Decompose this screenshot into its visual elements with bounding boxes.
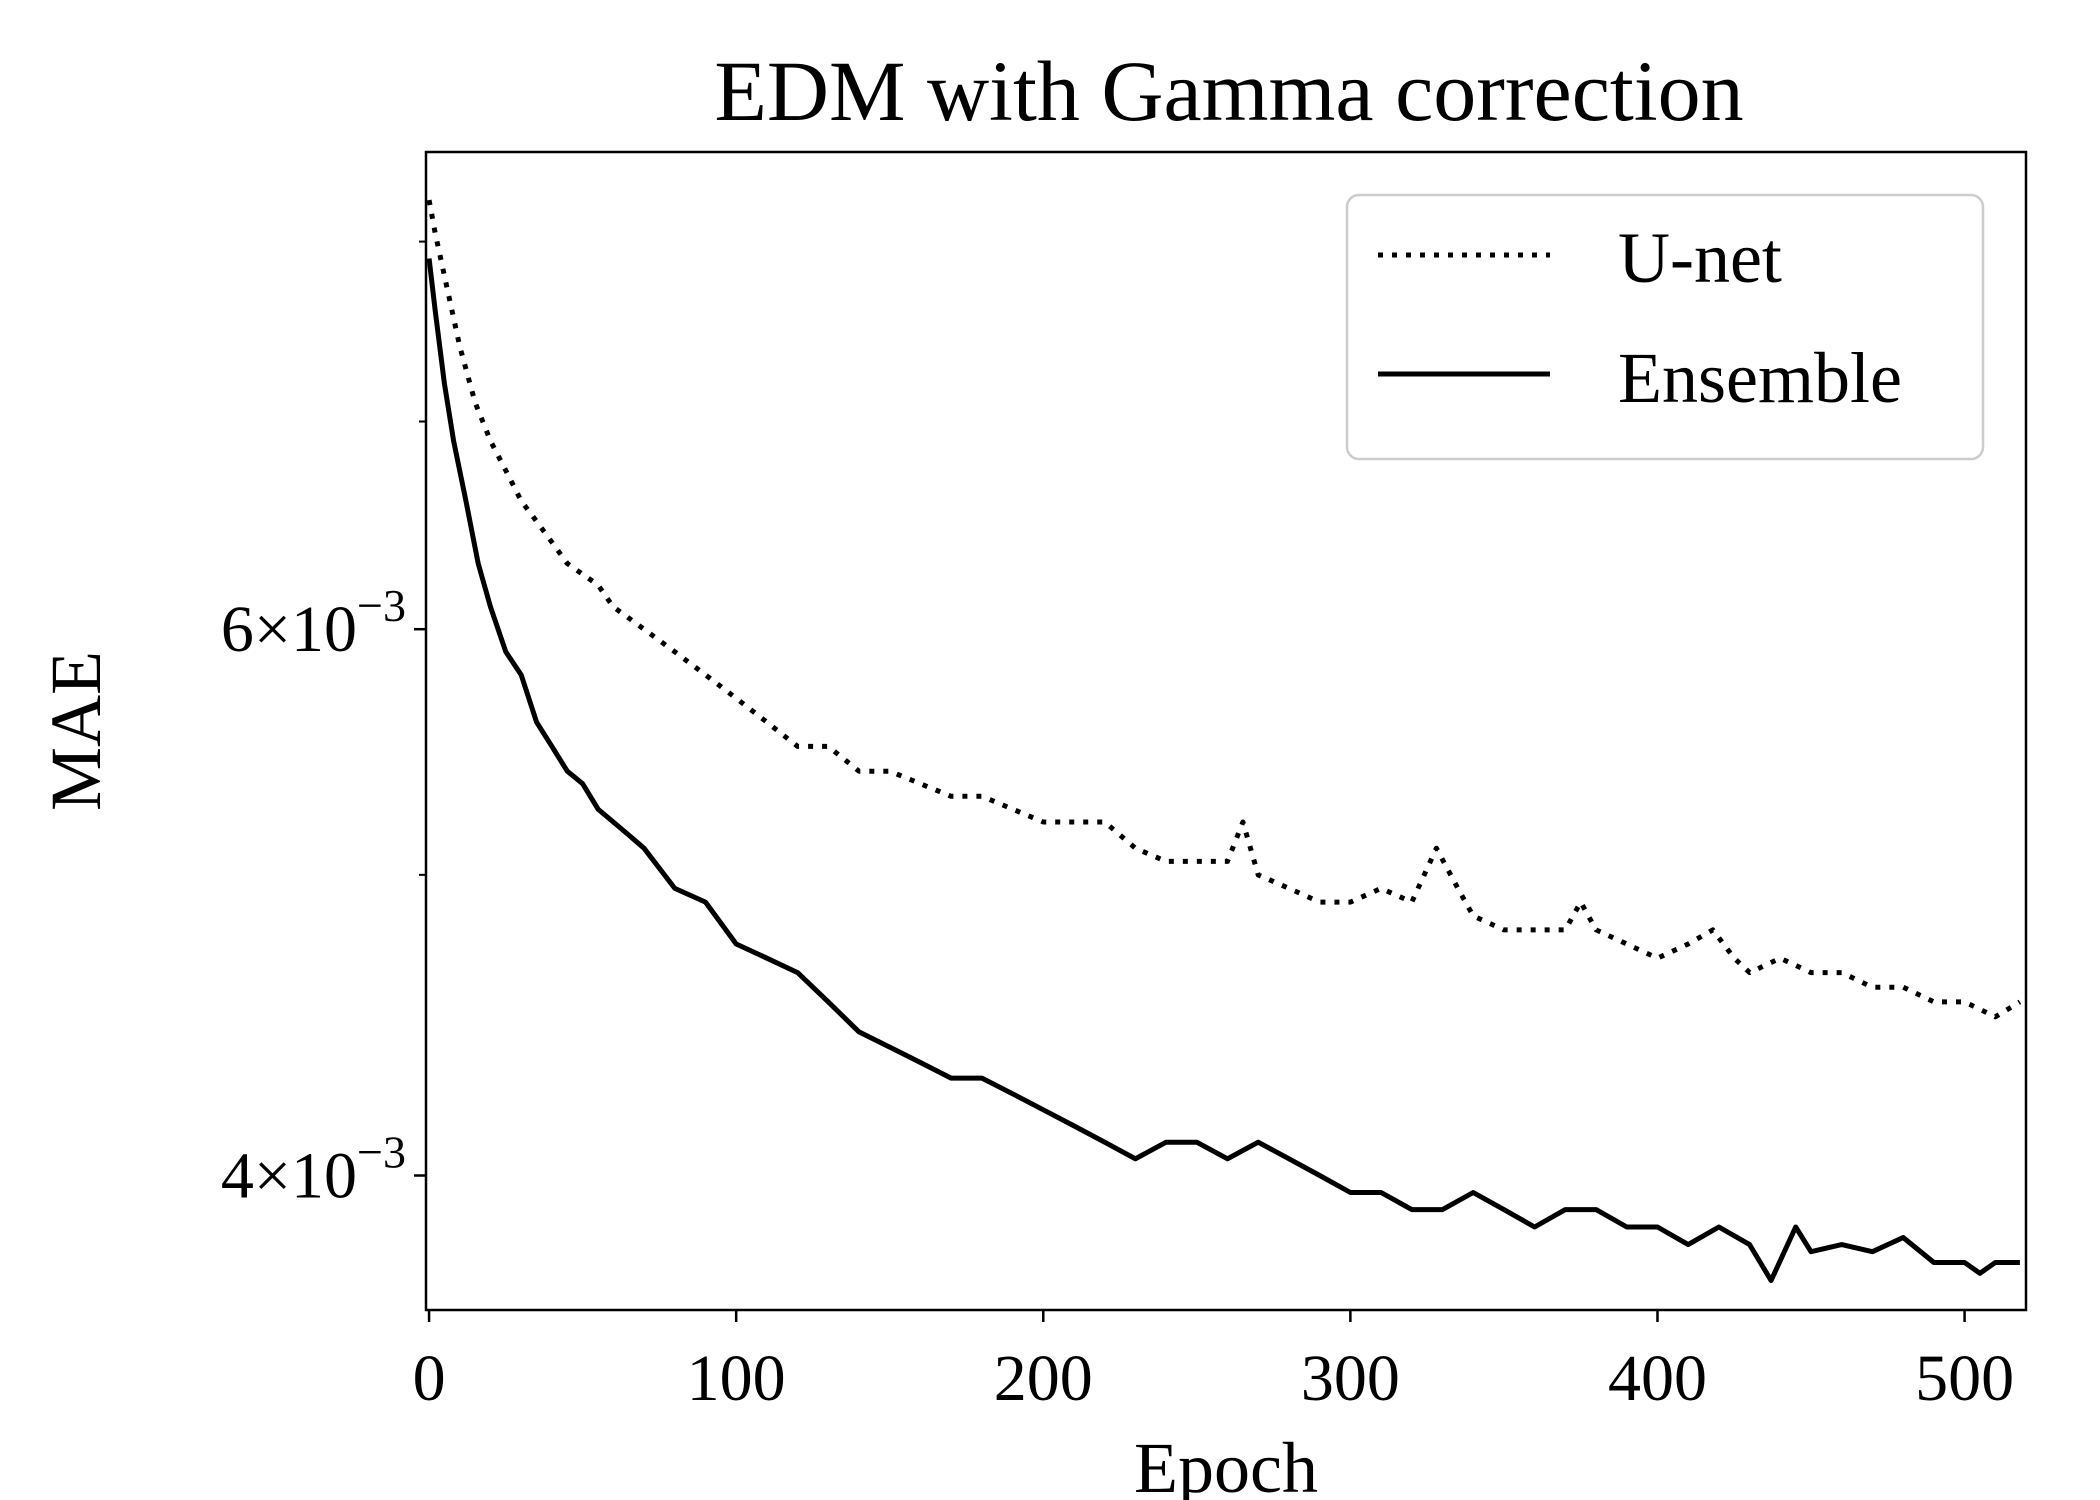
x-tick-label: 0 <box>413 1342 446 1415</box>
x-tick-label: 300 <box>1301 1342 1400 1415</box>
y-tick-label: 4×10−3 <box>221 1127 406 1213</box>
chart-title: EDM with Gamma correction <box>714 43 1743 139</box>
x-tick-label: 500 <box>1915 1342 2014 1415</box>
x-axis-label: Epoch <box>1134 1428 1318 1500</box>
series-layer <box>426 199 2022 1283</box>
x-tick-label: 400 <box>1608 1342 1707 1415</box>
y-axis-ticks: 4×10−3 6×10−3 <box>221 240 426 1213</box>
legend-label-ensemble: Ensemble <box>1618 338 1902 418</box>
x-tick-label: 200 <box>994 1342 1093 1415</box>
y-axis-label: MAE <box>36 651 116 811</box>
y-tick-label: 6×10−3 <box>221 580 406 666</box>
x-tick-label: 100 <box>687 1342 786 1415</box>
plot-frame <box>424 150 2028 1312</box>
legend: U-net Ensemble <box>1345 193 1985 461</box>
series-line-ensemble <box>426 258 2020 1283</box>
x-axis-ticks: 0 100 200 300 400 500 <box>413 1310 2014 1415</box>
legend-box <box>1345 193 1985 461</box>
legend-label-u-net: U-net <box>1618 218 1782 298</box>
